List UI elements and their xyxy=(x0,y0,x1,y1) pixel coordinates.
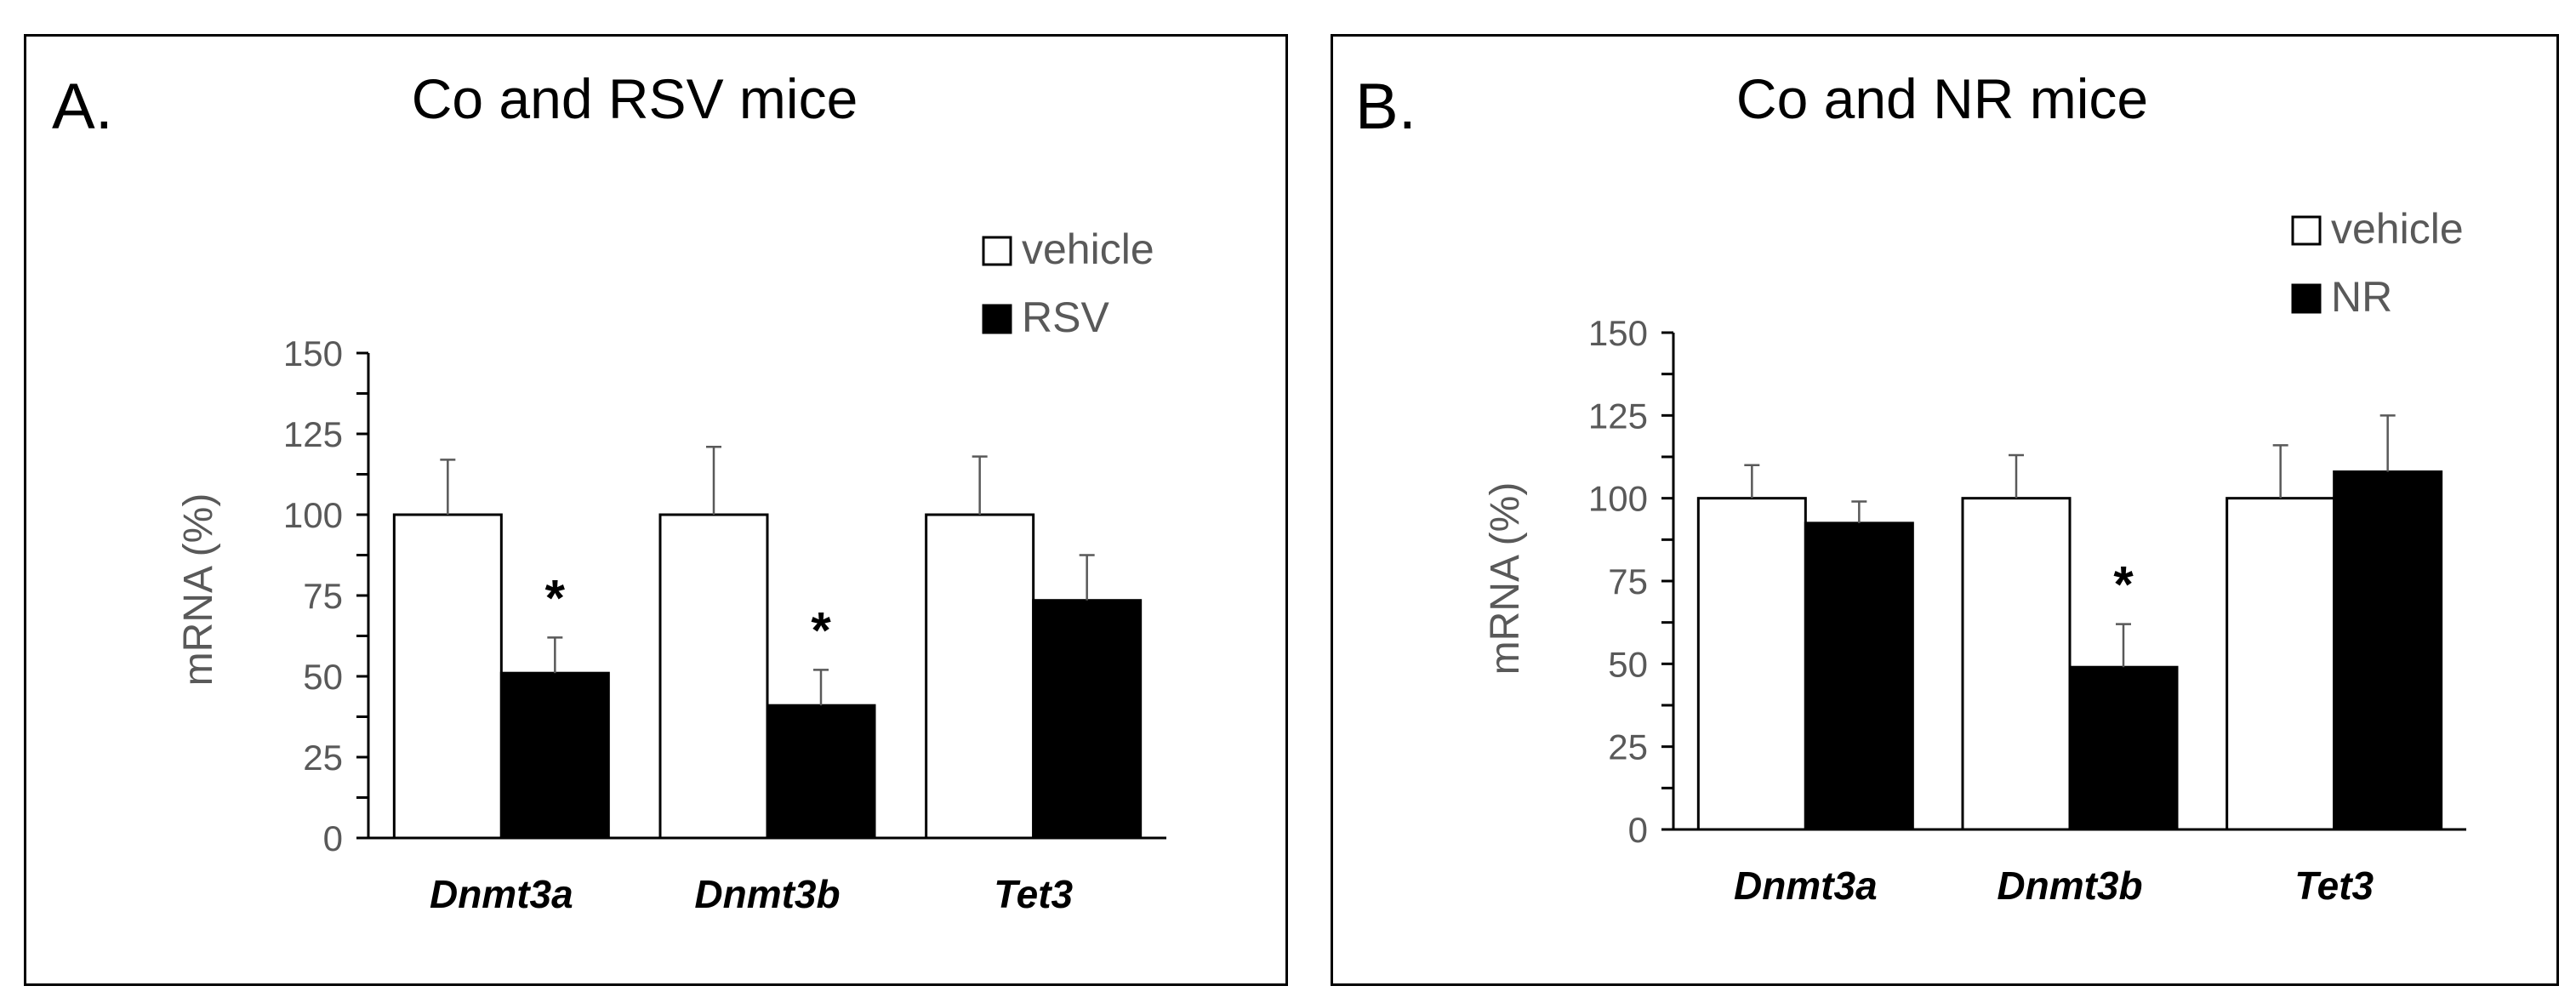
chart-a-canvas: A. Co and RSV mice mRNA (%) vehicle RSV … xyxy=(52,67,1166,916)
chart-b-bar-nr xyxy=(2333,470,2443,831)
chart-a-y-tick-label: 100 xyxy=(283,495,343,535)
legend-a-treatment-label: RSV xyxy=(1022,293,1109,341)
legend-a-vehicle-swatch xyxy=(982,236,1012,266)
chart-a-y-tick-label: 150 xyxy=(283,333,343,373)
legend-b-treatment-swatch xyxy=(2291,283,2322,314)
panel-a: A. Co and RSV mice mRNA (%) vehicle RSV … xyxy=(24,34,1288,986)
chart-a-bar-rsv xyxy=(1032,599,1143,840)
chart-b-y-tick-label: 25 xyxy=(1608,727,1648,767)
chart-b-bar-vehicle xyxy=(2226,497,2336,831)
chart-a-plot: 0 25 50 75 100 125 150 Dnmt3a * Dnmt3b * Tet3 xyxy=(283,333,1166,916)
chart-b-y-tick-label: 75 xyxy=(1608,561,1648,601)
chart-a-bar-vehicle xyxy=(392,513,503,840)
panel-b-letter: B. xyxy=(1355,71,1416,143)
chart-a-y-tick-label: 25 xyxy=(303,738,343,778)
chart-b-category-label: Tet3 xyxy=(2294,863,2374,908)
chart-b-y-tick-label: 0 xyxy=(1628,810,1648,850)
chart-b-category-label: Dnmt3a xyxy=(1734,863,1878,908)
chart-b-category-label: Dnmt3b xyxy=(1997,863,2142,908)
chart-b-significance-star: * xyxy=(2113,556,2134,613)
chart-b-ylabel: mRNA (%) xyxy=(1483,482,1528,675)
chart-a-significance-star: * xyxy=(545,569,566,626)
chart-b-y-tick-label: 125 xyxy=(1588,396,1648,436)
chart-a-category-label: Dnmt3a xyxy=(430,872,573,916)
chart-a-y-tick-label: 125 xyxy=(283,414,343,454)
chart-a-y-tick-label: 75 xyxy=(303,576,343,616)
chart-a-significance-star: * xyxy=(811,601,831,658)
chart-a-bar-vehicle xyxy=(925,513,1035,840)
panel-b: B. Co and NR mice mRNA (%) vehicle NR 0 2… xyxy=(1331,34,2559,986)
chart-a-y-tick-label: 50 xyxy=(303,657,343,697)
chart-b-bar-nr xyxy=(2068,665,2179,831)
legend-b-vehicle-swatch xyxy=(2291,215,2322,246)
chart-b-y-tick-label: 150 xyxy=(1588,313,1648,353)
chart-b-y-tick-label: 100 xyxy=(1588,479,1648,519)
chart-a-category-label: Tet3 xyxy=(994,872,1073,916)
chart-b-bar-vehicle xyxy=(1961,497,2072,831)
chart-b-title: Co and NR mice xyxy=(1736,67,2148,130)
chart-b-plot: 0 25 50 75 100 125 150 Dnmt3a Dnmt3b * Tet3 xyxy=(1588,313,2466,908)
panel-a-letter: A. xyxy=(52,71,113,143)
chart-a-bar-vehicle xyxy=(658,513,769,840)
chart-a-ylabel: mRNA (%) xyxy=(176,493,221,687)
chart-b-y-tick-label: 50 xyxy=(1608,644,1648,684)
chart-b-canvas: B. Co and NR mice mRNA (%) vehicle NR 0 2… xyxy=(1355,67,2466,908)
legend-a-treatment-swatch xyxy=(982,304,1012,334)
legend-b-vehicle-label: vehicle xyxy=(2331,205,2464,253)
chart-b-bar-vehicle xyxy=(1696,497,1807,831)
chart-a-title: Co and RSV mice xyxy=(412,67,858,130)
chart-b-bar-nr xyxy=(1804,521,1914,831)
legend-b-treatment-label: NR xyxy=(2331,273,2392,321)
chart-a-bar-rsv xyxy=(766,704,876,840)
chart-a-bar-rsv xyxy=(499,671,610,840)
legend-a-vehicle-label: vehicle xyxy=(1022,225,1154,273)
chart-a-category-label: Dnmt3b xyxy=(694,872,840,916)
chart-a-y-tick-label: 0 xyxy=(323,818,343,858)
